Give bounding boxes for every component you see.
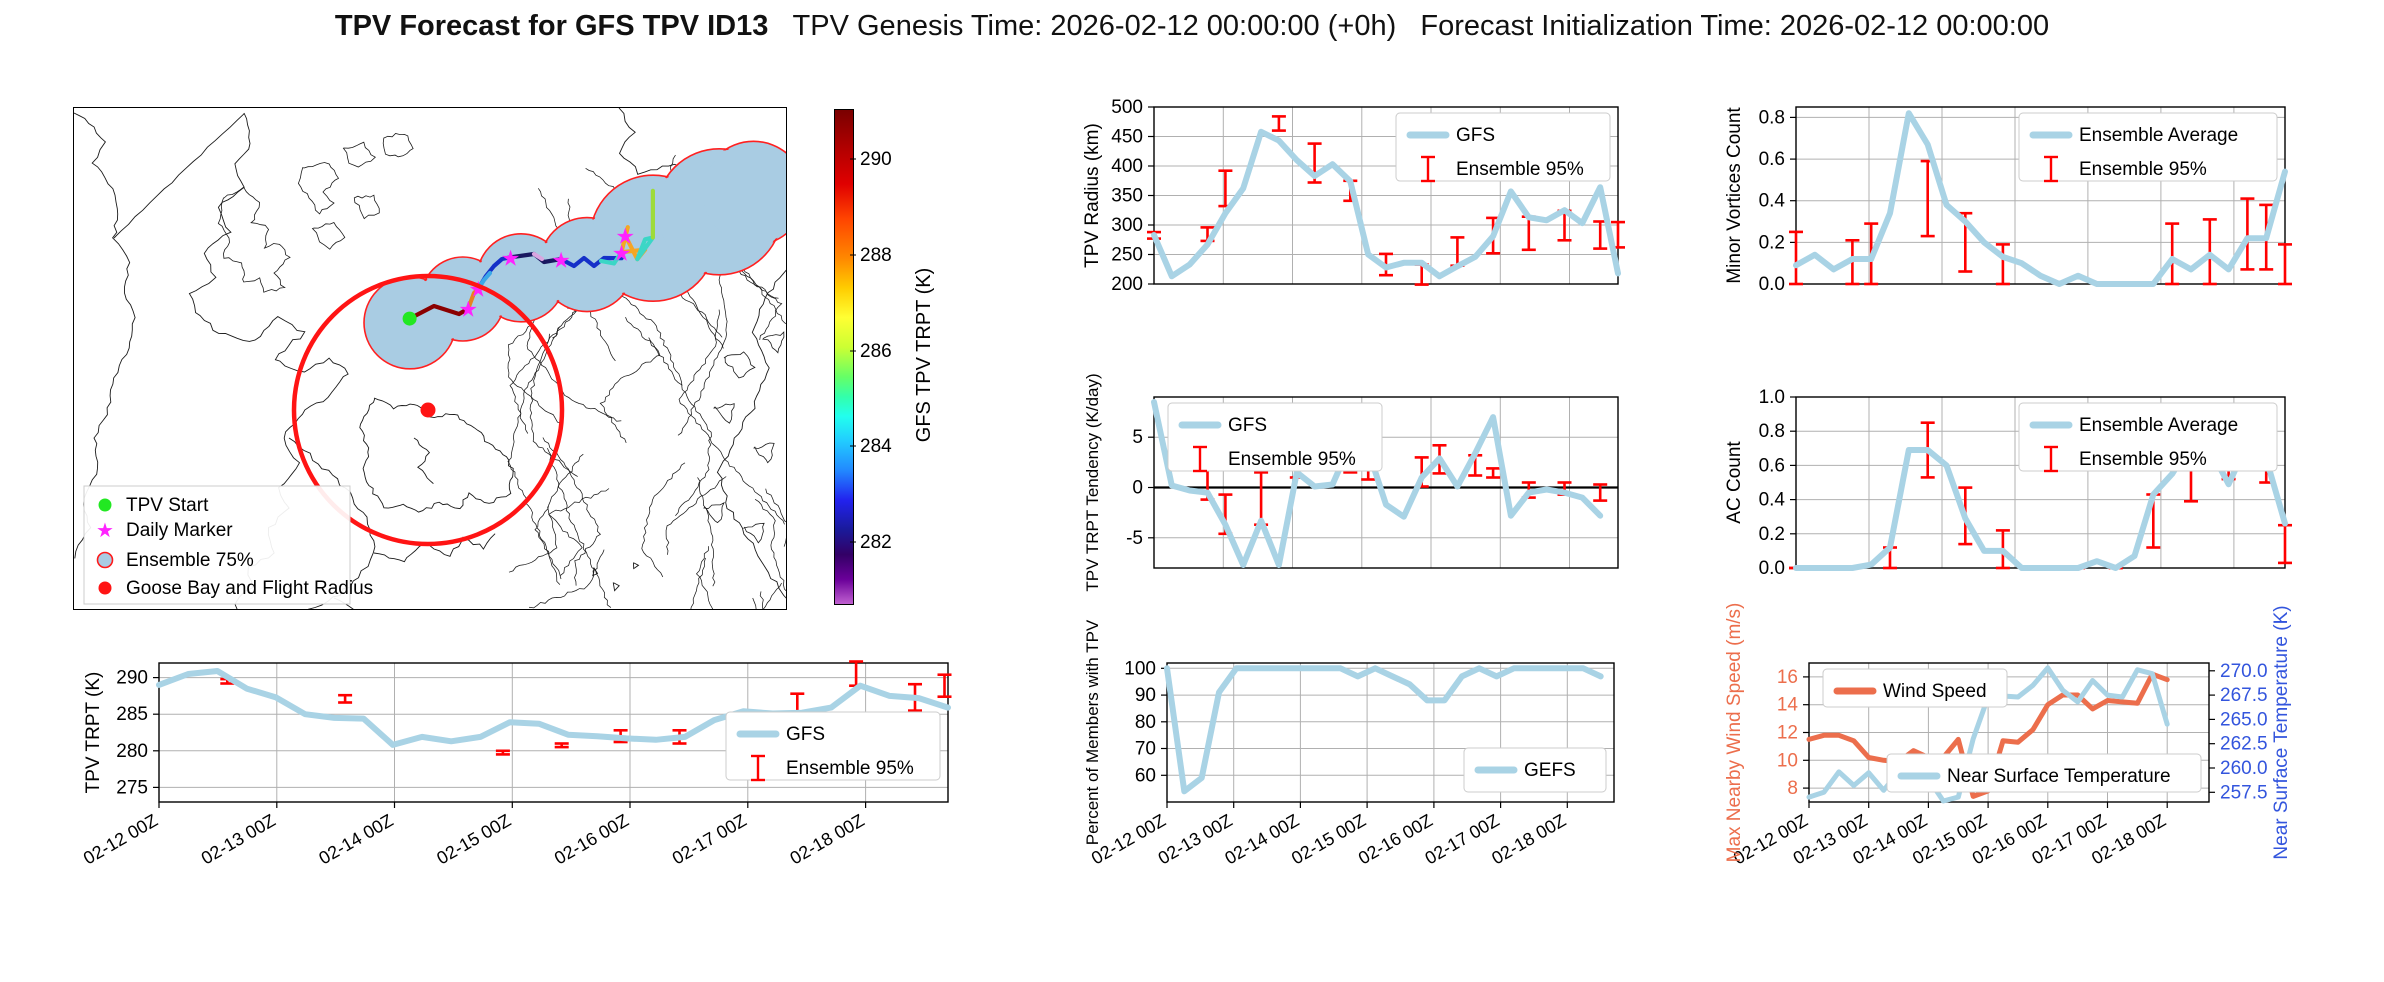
svg-text:0.4: 0.4 [1759,191,1786,212]
svg-text:265.0: 265.0 [2220,709,2268,730]
svg-text:02-13 00Z: 02-13 00Z [1155,810,1236,868]
svg-text:TPV Start: TPV Start [126,495,209,516]
svg-text:AC Count: AC Count [1724,441,1745,524]
svg-text:02-14 00Z: 02-14 00Z [315,810,396,868]
svg-text:02-17 00Z: 02-17 00Z [669,810,750,868]
svg-text:02-13 00Z: 02-13 00Z [198,810,279,868]
svg-text:257.5: 257.5 [2220,782,2268,803]
svg-text:1.0: 1.0 [1759,387,1785,408]
svg-text:02-16 00Z: 02-16 00Z [1355,810,1436,868]
svg-text:Ensemble 95%: Ensemble 95% [1228,449,1356,470]
svg-text:Ensemble 95%: Ensemble 95% [2079,159,2207,180]
svg-text:14: 14 [1777,695,1799,716]
svg-text:Near Surface Temperature: Near Surface Temperature [1947,766,2171,787]
svg-text:02-17 00Z: 02-17 00Z [1422,810,1503,868]
svg-text:12: 12 [1777,723,1798,744]
svg-text:0.6: 0.6 [1759,149,1785,170]
svg-text:Ensemble 95%: Ensemble 95% [2079,449,2207,470]
svg-text:02-15 00Z: 02-15 00Z [1288,810,1369,868]
svg-text:262.5: 262.5 [2220,734,2268,755]
svg-text:02-16 00Z: 02-16 00Z [551,810,632,868]
svg-text:250: 250 [1111,245,1143,266]
svg-text:TPV Radius (km): TPV Radius (km) [1082,123,1103,268]
svg-text:★: ★ [96,520,114,542]
svg-text:260.0: 260.0 [2220,758,2268,779]
svg-text:288: 288 [860,245,892,266]
svg-text:0.2: 0.2 [1759,524,1785,545]
svg-text:290: 290 [116,668,148,689]
svg-text:Wind Speed: Wind Speed [1883,681,1987,702]
svg-text:★: ★ [552,250,570,272]
svg-text:284: 284 [860,436,892,457]
svg-text:Ensemble Average: Ensemble Average [2079,415,2238,436]
svg-text:TPV TRPT Tendency (K/day): TPV TRPT Tendency (K/day) [1083,373,1102,591]
svg-text:★: ★ [502,248,520,270]
svg-text:267.5: 267.5 [2220,685,2268,706]
svg-text:0.4: 0.4 [1759,490,1786,511]
svg-text:0.2: 0.2 [1759,232,1785,253]
svg-text:GFS: GFS [1456,125,1495,146]
svg-text:285: 285 [116,704,148,725]
svg-text:02-14 00Z: 02-14 00Z [1221,810,1302,868]
svg-text:100: 100 [1124,658,1156,679]
svg-text:80: 80 [1135,712,1156,733]
svg-text:0.8: 0.8 [1759,107,1785,128]
svg-text:02-12 00Z: 02-12 00Z [80,810,161,868]
svg-text:-5: -5 [1126,528,1143,549]
svg-text:02-18 00Z: 02-18 00Z [1488,810,1569,868]
svg-text:60: 60 [1135,765,1156,786]
svg-text:290: 290 [860,149,892,170]
svg-text:70: 70 [1135,739,1156,760]
svg-text:Near Surface Temperature (K): Near Surface Temperature (K) [2271,605,2292,859]
svg-text:10: 10 [1777,750,1798,771]
svg-text:★: ★ [616,226,634,248]
svg-text:8: 8 [1787,778,1798,799]
svg-text:286: 286 [860,341,892,362]
svg-text:Percent of Members with TPV: Percent of Members with TPV [1083,619,1102,845]
svg-text:200: 200 [1111,274,1143,295]
svg-text:GFS TPV TRPT (K): GFS TPV TRPT (K) [913,268,935,442]
svg-text:300: 300 [1111,215,1143,236]
svg-text:0.0: 0.0 [1759,558,1785,579]
svg-text:TPV TRPT (K): TPV TRPT (K) [83,672,104,794]
svg-text:400: 400 [1111,156,1143,177]
svg-text:5: 5 [1132,427,1143,448]
svg-text:Ensemble 95%: Ensemble 95% [1456,159,1584,180]
svg-text:0.6: 0.6 [1759,455,1785,476]
svg-text:Goose Bay and Flight Radius: Goose Bay and Flight Radius [126,578,373,599]
svg-text:Ensemble 95%: Ensemble 95% [786,758,914,779]
svg-text:275: 275 [116,777,148,798]
svg-text:450: 450 [1111,127,1143,148]
svg-text:500: 500 [1111,97,1143,118]
svg-text:GFS: GFS [1228,415,1267,436]
svg-text:Minor Vortices Count: Minor Vortices Count [1724,107,1745,284]
svg-text:0: 0 [1132,478,1143,499]
svg-text:0.0: 0.0 [1759,274,1785,295]
svg-text:02-18 00Z: 02-18 00Z [787,810,868,868]
svg-text:90: 90 [1135,685,1156,706]
svg-text:282: 282 [860,532,892,553]
svg-text:★: ★ [459,299,477,321]
svg-text:350: 350 [1111,186,1143,207]
svg-text:Daily Marker: Daily Marker [126,520,233,541]
svg-text:Max Nearby Wind Speed (m/s): Max Nearby Wind Speed (m/s) [1724,603,1745,863]
svg-text:Ensemble Average: Ensemble Average [2079,125,2238,146]
svg-text:0.8: 0.8 [1759,421,1785,442]
svg-text:02-15 00Z: 02-15 00Z [433,810,514,868]
svg-text:16: 16 [1777,667,1798,688]
svg-text:280: 280 [116,741,148,762]
svg-text:270.0: 270.0 [2220,661,2268,682]
svg-text:GEFS: GEFS [1524,760,1576,781]
svg-text:Ensemble 75%: Ensemble 75% [126,550,254,571]
svg-text:GFS: GFS [786,724,825,745]
